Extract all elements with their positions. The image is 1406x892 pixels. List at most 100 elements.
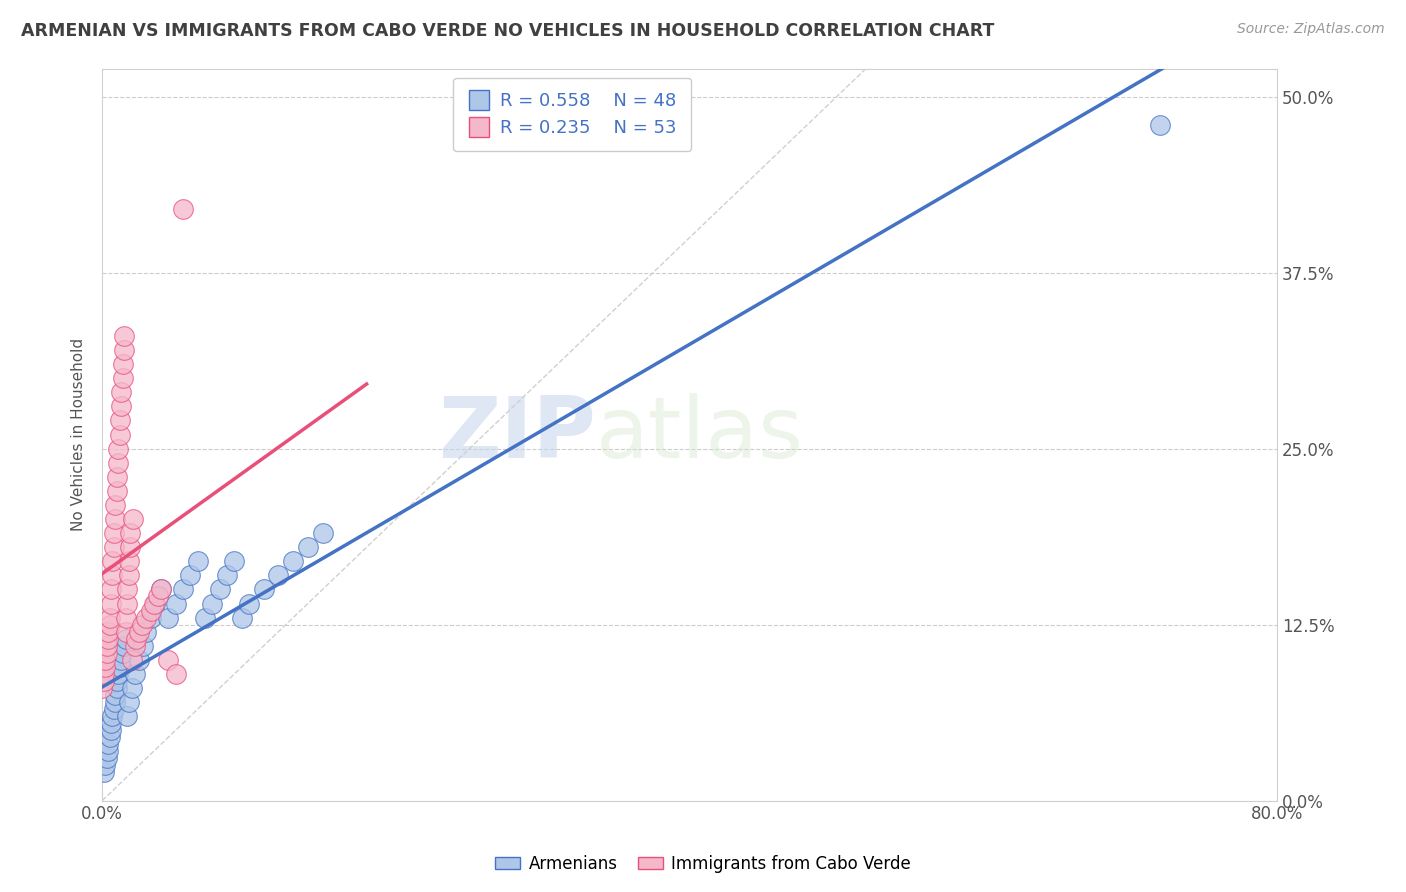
Point bbox=[94, 660, 117, 674]
Point bbox=[104, 498, 127, 512]
Point bbox=[139, 610, 162, 624]
Point bbox=[120, 540, 142, 554]
Point bbox=[105, 483, 128, 498]
Point bbox=[157, 610, 180, 624]
Point bbox=[111, 371, 134, 385]
Point bbox=[111, 646, 134, 660]
Point bbox=[96, 751, 118, 765]
Point bbox=[112, 343, 135, 357]
Point bbox=[128, 624, 150, 639]
Text: ZIP: ZIP bbox=[439, 393, 596, 476]
Point bbox=[128, 653, 150, 667]
Point bbox=[172, 582, 194, 597]
Point bbox=[115, 597, 138, 611]
Text: Source: ZipAtlas.com: Source: ZipAtlas.com bbox=[1237, 22, 1385, 37]
Point bbox=[179, 568, 201, 582]
Point bbox=[114, 632, 136, 646]
Point bbox=[118, 568, 141, 582]
Point bbox=[118, 554, 141, 568]
Point bbox=[110, 385, 132, 400]
Point bbox=[297, 540, 319, 554]
Point bbox=[110, 653, 132, 667]
Point bbox=[157, 653, 180, 667]
Point bbox=[107, 456, 129, 470]
Point bbox=[311, 526, 333, 541]
Point bbox=[124, 667, 146, 681]
Point bbox=[118, 695, 141, 709]
Point bbox=[253, 582, 276, 597]
Point bbox=[96, 646, 118, 660]
Point bbox=[201, 597, 224, 611]
Point bbox=[283, 554, 305, 568]
Point bbox=[108, 427, 131, 442]
Point bbox=[208, 582, 231, 597]
Point bbox=[100, 716, 122, 731]
Point bbox=[111, 357, 134, 371]
Point bbox=[104, 695, 127, 709]
Point bbox=[93, 667, 115, 681]
Point bbox=[97, 632, 120, 646]
Point bbox=[224, 554, 246, 568]
Point bbox=[100, 582, 122, 597]
Point bbox=[149, 582, 172, 597]
Point bbox=[194, 610, 217, 624]
Point bbox=[107, 442, 129, 456]
Point bbox=[110, 400, 132, 414]
Y-axis label: No Vehicles in Household: No Vehicles in Household bbox=[72, 338, 86, 531]
Point bbox=[97, 737, 120, 751]
Point bbox=[93, 765, 115, 780]
Point bbox=[120, 526, 142, 541]
Point bbox=[121, 681, 143, 695]
Point bbox=[103, 526, 125, 541]
Point bbox=[125, 632, 148, 646]
Point bbox=[149, 582, 172, 597]
Point bbox=[135, 610, 157, 624]
Point bbox=[1149, 118, 1171, 132]
Point bbox=[121, 653, 143, 667]
Point bbox=[100, 597, 122, 611]
Point bbox=[112, 329, 135, 343]
Point bbox=[122, 512, 145, 526]
Point bbox=[108, 660, 131, 674]
Point bbox=[135, 624, 157, 639]
Point bbox=[94, 653, 117, 667]
Point bbox=[105, 681, 128, 695]
Point bbox=[139, 603, 162, 617]
Point bbox=[115, 709, 138, 723]
Point bbox=[96, 639, 118, 653]
Point bbox=[215, 568, 238, 582]
Point bbox=[267, 568, 290, 582]
Point bbox=[98, 731, 121, 745]
Point bbox=[143, 597, 166, 611]
Point bbox=[93, 673, 115, 688]
Point bbox=[103, 702, 125, 716]
Point bbox=[165, 667, 187, 681]
Point bbox=[115, 582, 138, 597]
Point bbox=[107, 667, 129, 681]
Point bbox=[108, 413, 131, 427]
Point bbox=[187, 554, 209, 568]
Legend: R = 0.558    N = 48, R = 0.235    N = 53: R = 0.558 N = 48, R = 0.235 N = 53 bbox=[453, 78, 692, 152]
Point bbox=[98, 617, 121, 632]
Text: ARMENIAN VS IMMIGRANTS FROM CABO VERDE NO VEHICLES IN HOUSEHOLD CORRELATION CHAR: ARMENIAN VS IMMIGRANTS FROM CABO VERDE N… bbox=[21, 22, 994, 40]
Point bbox=[142, 597, 165, 611]
Point bbox=[132, 639, 155, 653]
Point bbox=[101, 709, 124, 723]
Legend: Armenians, Immigrants from Cabo Verde: Armenians, Immigrants from Cabo Verde bbox=[489, 848, 917, 880]
Point bbox=[97, 744, 120, 758]
Point bbox=[231, 610, 253, 624]
Point bbox=[101, 554, 124, 568]
Point bbox=[97, 624, 120, 639]
Point bbox=[104, 688, 127, 702]
Point bbox=[98, 610, 121, 624]
Point bbox=[105, 673, 128, 688]
Point bbox=[100, 723, 122, 738]
Point bbox=[114, 610, 136, 624]
Point bbox=[165, 597, 187, 611]
Point bbox=[112, 639, 135, 653]
Point bbox=[105, 470, 128, 484]
Text: atlas: atlas bbox=[596, 393, 804, 476]
Point bbox=[131, 617, 153, 632]
Point bbox=[103, 540, 125, 554]
Point bbox=[91, 681, 114, 695]
